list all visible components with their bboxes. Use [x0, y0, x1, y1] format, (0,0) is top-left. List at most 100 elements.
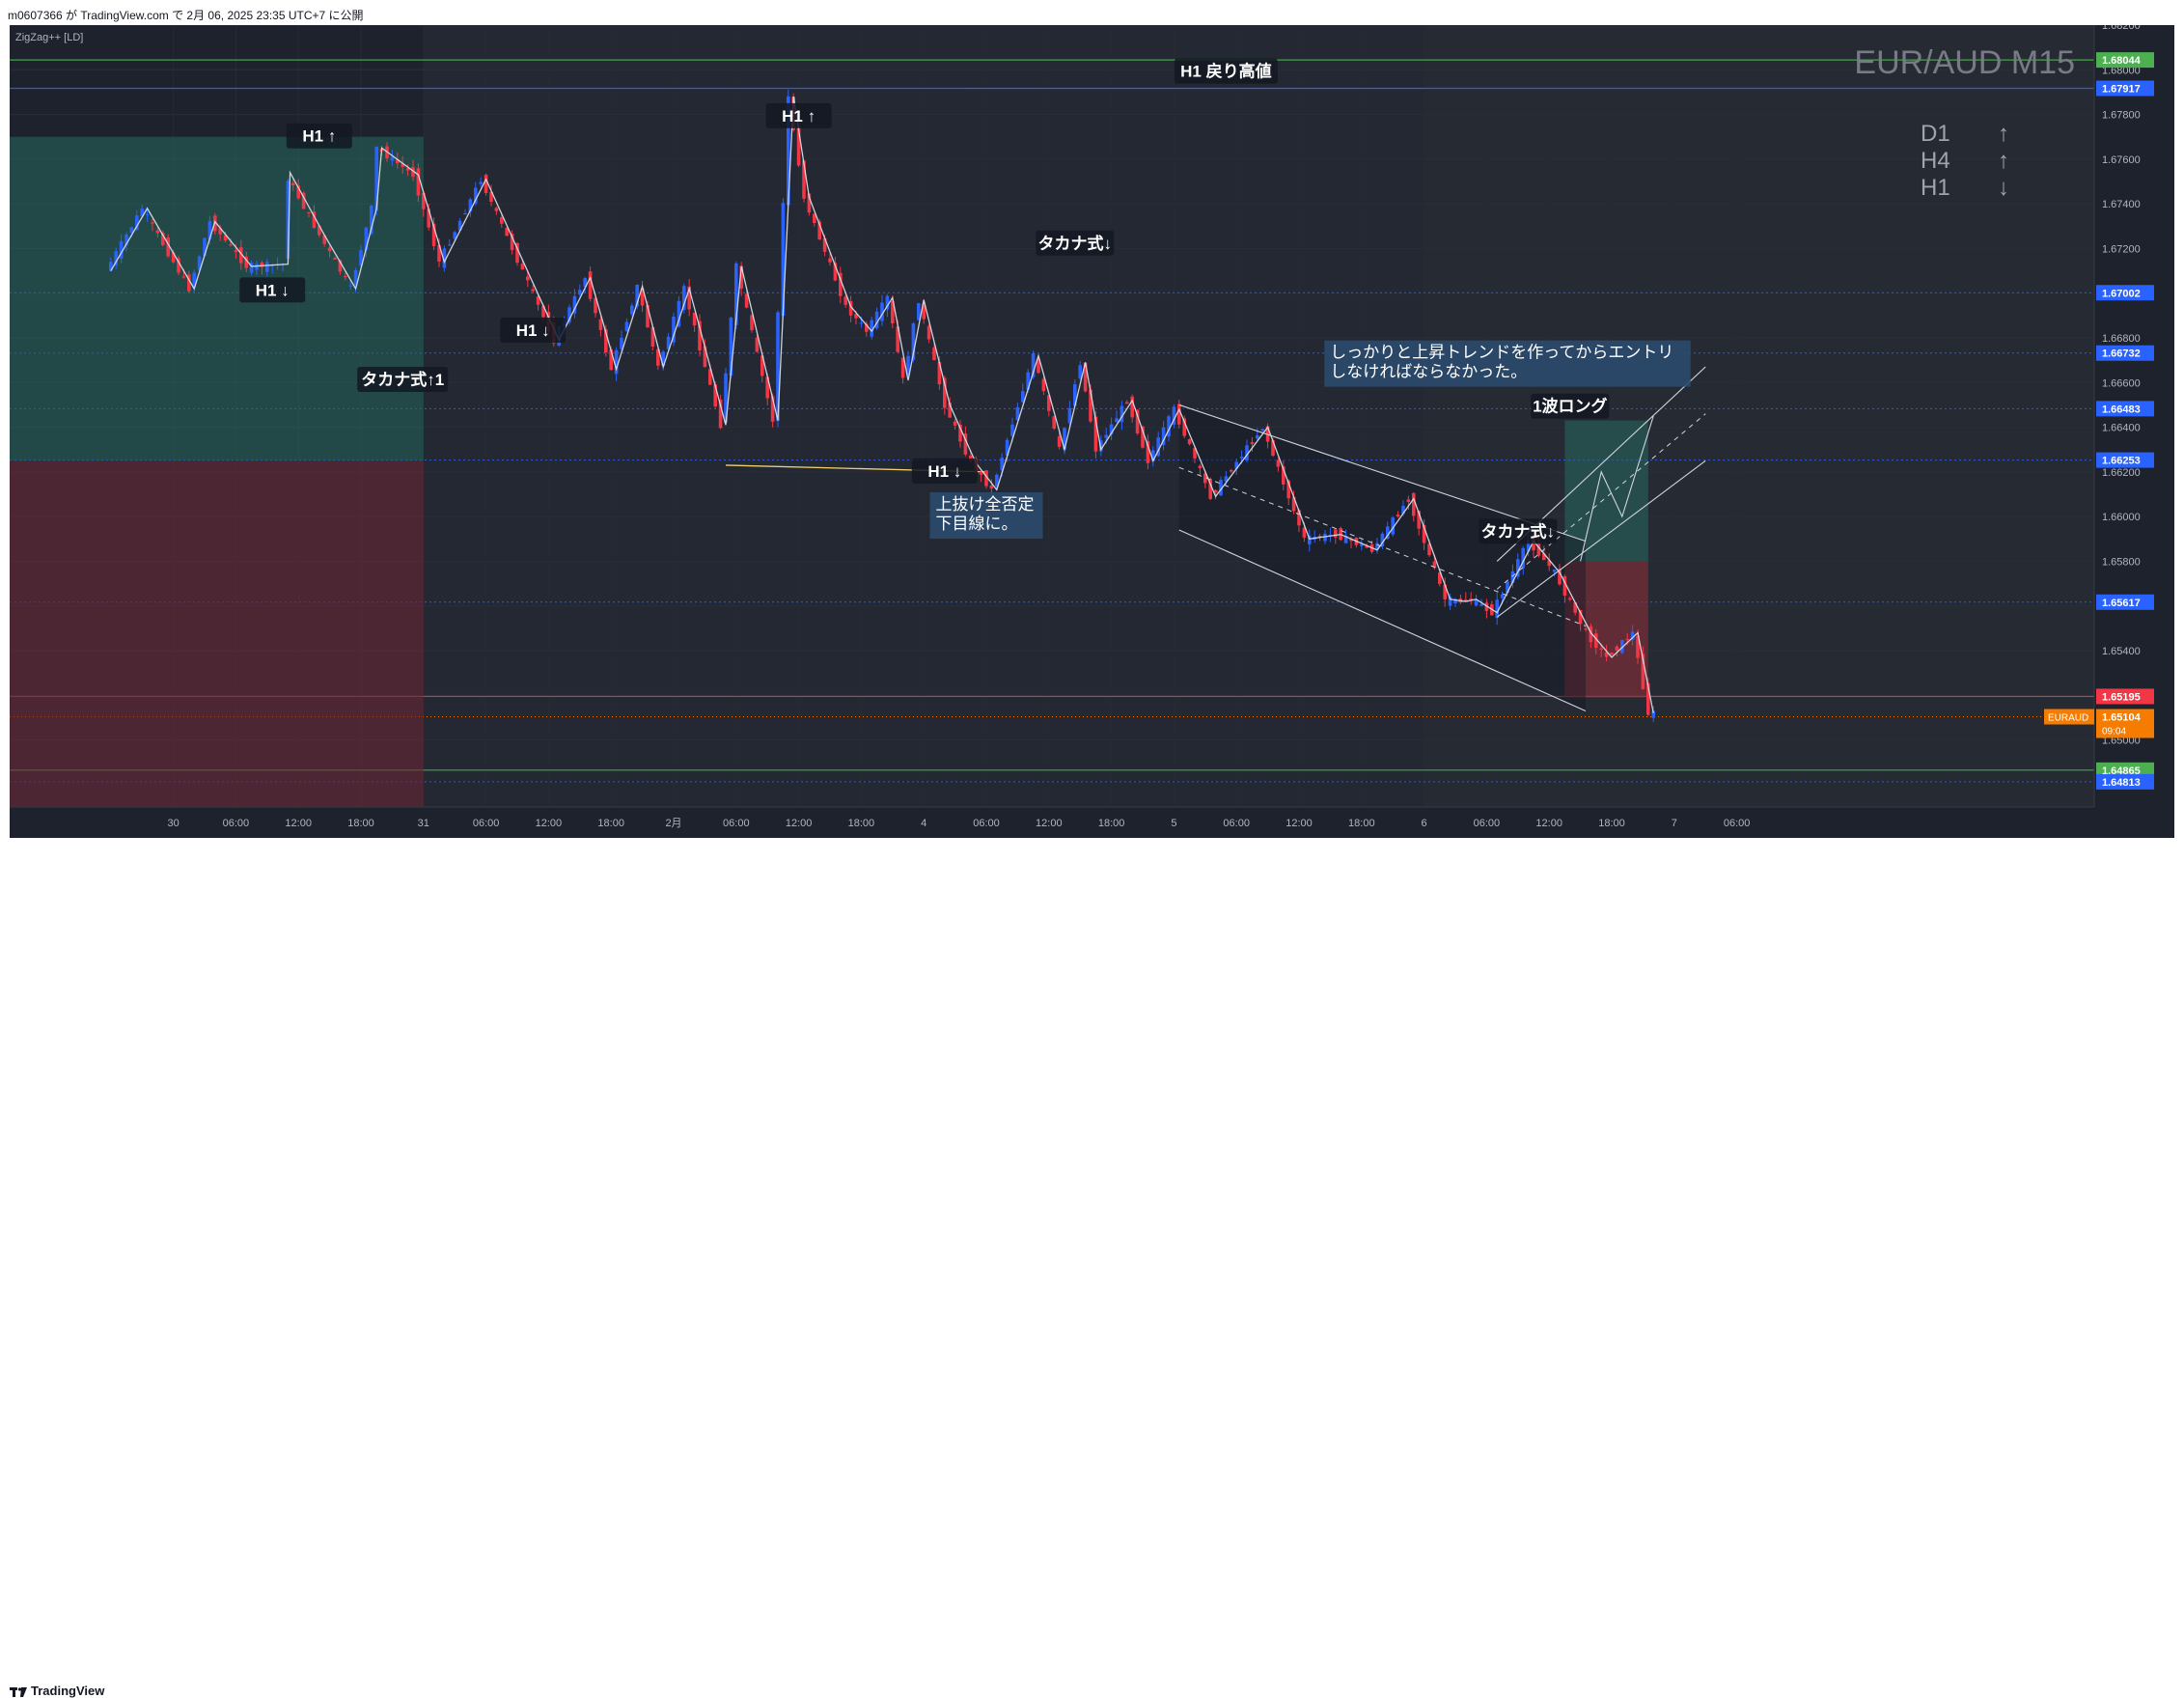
- candle-body: [1630, 631, 1635, 640]
- candle-body: [1360, 543, 1364, 546]
- candle-body: [948, 403, 952, 418]
- candle-body: [333, 258, 337, 260]
- candle-body: [713, 384, 717, 406]
- candle-body: [614, 349, 619, 375]
- candle-body: [1391, 517, 1395, 535]
- candle-body: [1536, 543, 1541, 556]
- candle-body: [734, 263, 738, 325]
- annotation-label: H1 ↓: [516, 321, 550, 340]
- candle-body: [635, 284, 639, 307]
- candle-body: [541, 305, 545, 318]
- candle-body: [327, 247, 332, 252]
- candle-body: [442, 248, 447, 268]
- price-axis[interactable]: 1.68200 1.68000 1.67800 1.67600 1.67400 1.672…: [2044, 20, 2174, 838]
- candle-body: [755, 337, 760, 352]
- chart-frame[interactable]: H1 ↑ H1 ↓ タカナ式↑1 H1 ↑ H1 ↓ タカナ式↓ H1 ↓ H1 戻り高値 タカ…: [10, 20, 2174, 838]
- candle-body: [848, 300, 853, 316]
- candle-body: [218, 228, 222, 235]
- level-price-label: 1.66483: [2102, 404, 2141, 415]
- candle-body: [161, 233, 165, 245]
- candle-body: [448, 244, 452, 246]
- time-axis[interactable]: 30 06:00 12:00 18:00 31 06:00 12:00 18:00 2月 06:0…: [10, 806, 2174, 838]
- candle-body: [223, 235, 228, 241]
- h1-range-upper-zone: [10, 136, 424, 461]
- candle-body: [817, 221, 821, 240]
- trend-timeframe: H4: [1921, 148, 1950, 174]
- candle-body: [1041, 378, 1046, 392]
- candle-body: [1506, 581, 1509, 594]
- time-tick-label: 6: [1422, 818, 1427, 829]
- time-tick-label: 18:00: [1598, 818, 1625, 829]
- grid-lines: [10, 24, 2094, 807]
- time-tick-label: 06:00: [1724, 818, 1751, 829]
- annotation-box: [1479, 518, 1558, 544]
- candle-body: [484, 175, 488, 193]
- candle-body: [431, 223, 436, 247]
- candle-body: [729, 317, 733, 376]
- candle-body: [843, 296, 847, 305]
- price-tick-label: 1.66000: [2102, 512, 2141, 523]
- candle-body: [1010, 424, 1014, 436]
- annotation-box: [1531, 393, 1610, 419]
- candle-body: [155, 230, 160, 234]
- time-axis-bg: [10, 807, 2174, 838]
- candle-body: [515, 242, 519, 264]
- level-price-tag: [2096, 773, 2154, 790]
- candle-body: [1417, 511, 1421, 529]
- level-price-tag: [2096, 762, 2154, 778]
- candle-body: [609, 348, 613, 371]
- trend-panel: D1 ↑ H4 ↑ H1 ↓: [1921, 121, 2009, 201]
- candle-body: [296, 185, 300, 199]
- candle-body: [249, 263, 254, 273]
- time-tick-label: 06:00: [1223, 818, 1250, 829]
- tradingview-logo: TradingView: [10, 1684, 104, 1698]
- candle-body: [229, 244, 233, 246]
- candle-body: [322, 235, 326, 244]
- candle-body: [1521, 547, 1525, 569]
- candle-body: [463, 212, 467, 215]
- annotation-label: タカナ式↑1: [361, 370, 444, 389]
- chart-canvas[interactable]: H1 ↑ H1 ↓ タカナ式↑1 H1 ↑ H1 ↓ タカナ式↓ H1 ↓ H1 戻り高値タカ…: [10, 20, 2174, 838]
- price-tick-label: 1.68200: [2102, 25, 2141, 32]
- candle-body: [906, 355, 910, 376]
- candle-body: [1015, 406, 1020, 421]
- level-price-label: 1.64865: [2102, 765, 2141, 777]
- candle-body: [1599, 648, 1603, 650]
- candle-body: [1500, 594, 1505, 598]
- annotation-label: タカナ式↓: [1038, 234, 1113, 253]
- candle-body: [922, 303, 926, 320]
- annotation: H1 戻り高値: [1174, 58, 1278, 84]
- time-tick-label: 31: [418, 818, 429, 829]
- candle-body: [1479, 604, 1483, 606]
- candle-body: [1317, 536, 1322, 538]
- candle-body: [598, 319, 603, 330]
- candle-body: [1584, 628, 1588, 630]
- candle-body: [124, 234, 128, 246]
- candle-body: [822, 237, 827, 252]
- candle-body: [911, 323, 916, 360]
- up-channel-mid: [1496, 413, 1706, 590]
- time-tick-label: 5: [1171, 818, 1176, 829]
- candle-body: [572, 295, 577, 314]
- candle-body: [672, 317, 676, 343]
- candle-body: [119, 240, 124, 259]
- candle-body: [1495, 599, 1499, 619]
- candle-body: [666, 336, 671, 349]
- candle-body: [1365, 545, 1368, 548]
- candle-body: [1265, 426, 1270, 442]
- candle-body: [828, 258, 832, 263]
- candle-body: [187, 274, 191, 292]
- candle-body: [1636, 635, 1640, 658]
- candle-body: [1271, 440, 1275, 456]
- note-box: [1324, 340, 1691, 387]
- candle-body: [390, 156, 395, 161]
- time-tick-label: 06:00: [223, 818, 250, 829]
- price-tick-label: 1.66200: [2102, 467, 2141, 479]
- candle-body: [1078, 365, 1082, 379]
- candle-body: [620, 337, 623, 349]
- candle-body: [687, 286, 691, 310]
- candle-body: [177, 258, 180, 273]
- annotations: H1 ↑ H1 ↓ タカナ式↑1 H1 ↑ H1 ↓ タカナ式↓ H1 ↓ H1 戻り高値タカ…: [239, 58, 1691, 544]
- candle-body: [692, 312, 697, 326]
